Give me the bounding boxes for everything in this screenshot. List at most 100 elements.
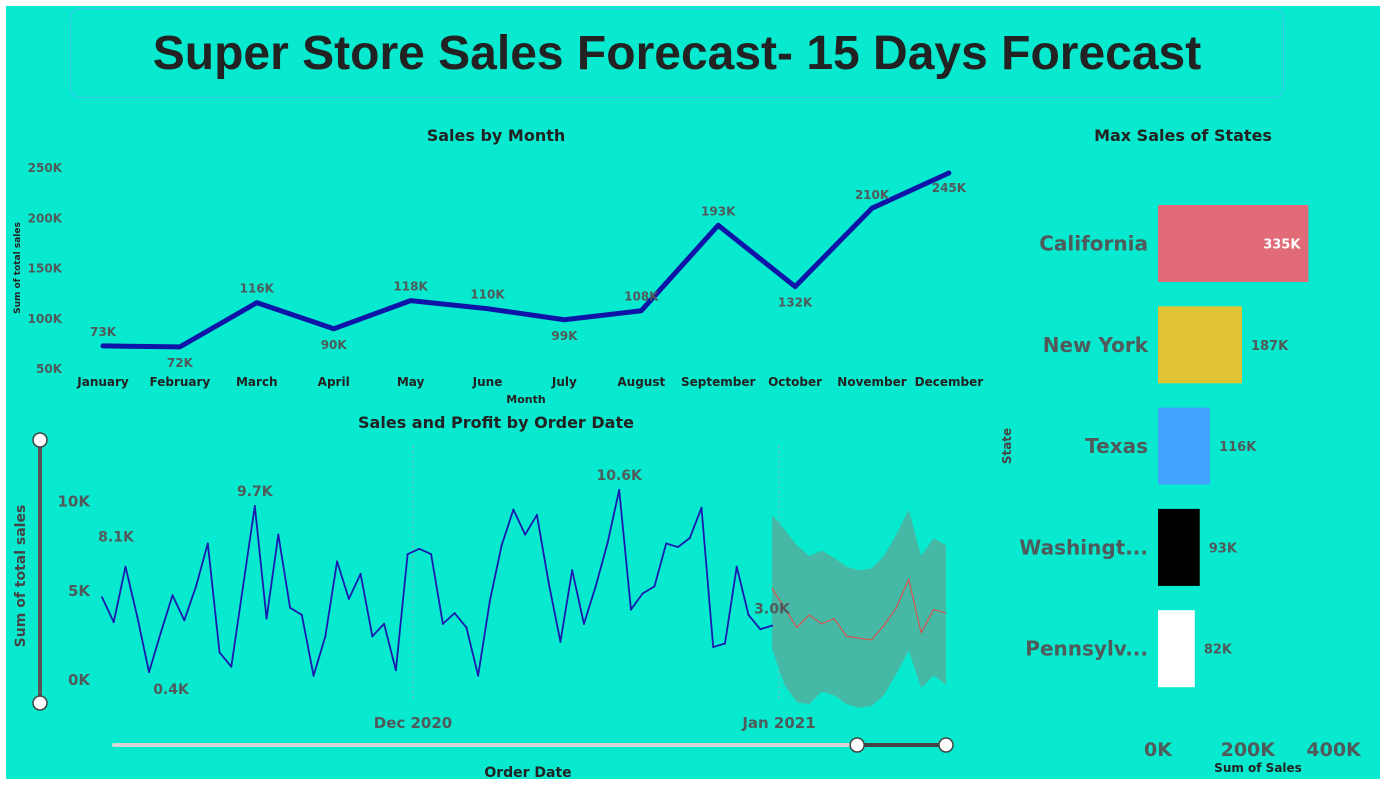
month-xtick-label: November [837, 375, 906, 389]
month-data-label: 90K [321, 338, 348, 352]
daily-data-point [700, 506, 703, 509]
daily-data-point [559, 640, 562, 643]
daily-data-point [336, 560, 339, 563]
state-xtick-label: 200K [1221, 739, 1277, 761]
month-data-label: 116K [240, 282, 275, 296]
max-sales-states-chart: Max Sales of States State Sum of Sales C… [1000, 126, 1362, 775]
month-data-label: 110K [470, 288, 505, 302]
month-xtick-label: September [681, 375, 755, 389]
daily-data-point [359, 572, 362, 575]
daily-data-point [289, 606, 292, 609]
month-series-line [100, 170, 952, 350]
state-bar [1158, 306, 1242, 384]
daily-data-point [242, 585, 245, 588]
month-data-point [793, 284, 798, 289]
state-category-label: Texas [1085, 434, 1148, 458]
y-zoom-slider-bottom-handle[interactable] [32, 695, 48, 711]
date-ytick-label: 0K [68, 671, 91, 689]
daily-data-point [277, 533, 280, 536]
month-xtick-label: June [472, 375, 503, 389]
month-xtick-label: February [150, 375, 211, 389]
month-ytick-label: 250K [28, 161, 63, 175]
daily-data-point [183, 619, 186, 622]
x-zoom-slider-left-handle[interactable] [849, 737, 865, 753]
daily-data-point [535, 513, 538, 516]
month-data-label: 72K [167, 356, 194, 370]
month-ytick-label: 200K [28, 211, 63, 225]
month-xtick-label: April [318, 375, 350, 389]
month-xtick-label: October [768, 375, 822, 389]
daily-data-point [171, 594, 174, 597]
daily-data-point [453, 612, 456, 615]
state-chart-xlabel: Sum of Sales [1214, 761, 1302, 775]
date-xtick-label: Jan 2021 [741, 714, 815, 732]
state-bar [1158, 407, 1211, 485]
dashboard-canvas: Super Store Sales Forecast- 15 Days Fore… [6, 6, 1380, 779]
daily-data-point [618, 488, 621, 491]
month-xtick-label: May [397, 375, 425, 389]
sales-by-month-chart: Sales by Month Sum of total sales Month … [13, 126, 983, 406]
sales-profit-by-date-chart: Sales and Profit by Order Date Sum of to… [13, 413, 954, 779]
daily-data-point [371, 635, 374, 638]
month-data-point [716, 223, 721, 228]
month-chart-xlabel: Month [506, 393, 545, 406]
daily-data-point [653, 585, 656, 588]
daily-data-point [394, 669, 397, 672]
month-ytick-label: 150K [28, 262, 63, 276]
month-data-point [562, 317, 567, 322]
daily-data-point [347, 597, 350, 600]
daily-data-point [324, 635, 327, 638]
month-xtick-label: January [76, 375, 129, 389]
date-chart-xlabel: Order Date [484, 765, 571, 779]
date-data-label: 9.7K [237, 484, 274, 500]
month-data-point [408, 298, 413, 303]
daily-data-point [723, 642, 726, 645]
state-xtick-label: 0K [1144, 739, 1173, 761]
date-chart-ylabel: Sum of total sales [13, 505, 29, 648]
daily-data-point [124, 565, 127, 568]
daily-data-point [712, 646, 715, 649]
date-xtick-label: Dec 2020 [374, 714, 453, 732]
daily-data-point [759, 628, 762, 631]
daily-data-point [676, 546, 679, 549]
month-data-label: 210K [855, 188, 890, 202]
daily-data-point [688, 537, 691, 540]
month-data-label: 108K [624, 290, 659, 304]
daily-data-point [159, 631, 162, 634]
month-data-point [946, 171, 951, 176]
month-data-label: 132K [778, 296, 813, 310]
daily-data-point [606, 542, 609, 545]
date-data-label: 10.6K [596, 468, 643, 484]
daily-data-point [136, 615, 139, 618]
month-ytick-label: 50K [36, 362, 63, 376]
month-data-label: 118K [393, 280, 428, 294]
month-data-label: 99K [551, 329, 578, 343]
month-data-label: 73K [90, 325, 117, 339]
daily-data-point [629, 608, 632, 611]
x-zoom-slider-right-handle[interactable] [938, 737, 954, 753]
date-chart-title: Sales and Profit by Order Date [358, 413, 634, 432]
month-chart-title: Sales by Month [427, 126, 566, 145]
dashboard-title: Super Store Sales Forecast- 15 Days Fore… [152, 26, 1202, 80]
state-value-label: 116K [1219, 440, 1257, 455]
daily-data-point [383, 622, 386, 625]
daily-data-point [547, 581, 550, 584]
date-data-label: 0.4K [153, 682, 190, 698]
daily-data-point [406, 553, 409, 556]
forecast-confidence-band [772, 509, 946, 708]
daily-data-point [500, 544, 503, 547]
month-data-point [177, 344, 182, 349]
daily-data-point [206, 542, 209, 545]
state-chart-ylabel: State [1000, 428, 1014, 464]
daily-data-point [488, 599, 491, 602]
daily-data-point [465, 626, 468, 629]
date-ytick-label: 10K [58, 493, 92, 511]
date-data-label: 8.1K [98, 530, 135, 546]
daily-data-point [312, 674, 315, 677]
month-data-label: 193K [701, 204, 736, 218]
state-category-label: New York [1043, 333, 1149, 357]
daily-sales-line [101, 489, 773, 677]
date-data-label: 3.0K [754, 602, 791, 618]
y-zoom-slider-top-handle[interactable] [32, 432, 48, 448]
month-data-label: 245K [932, 181, 967, 195]
